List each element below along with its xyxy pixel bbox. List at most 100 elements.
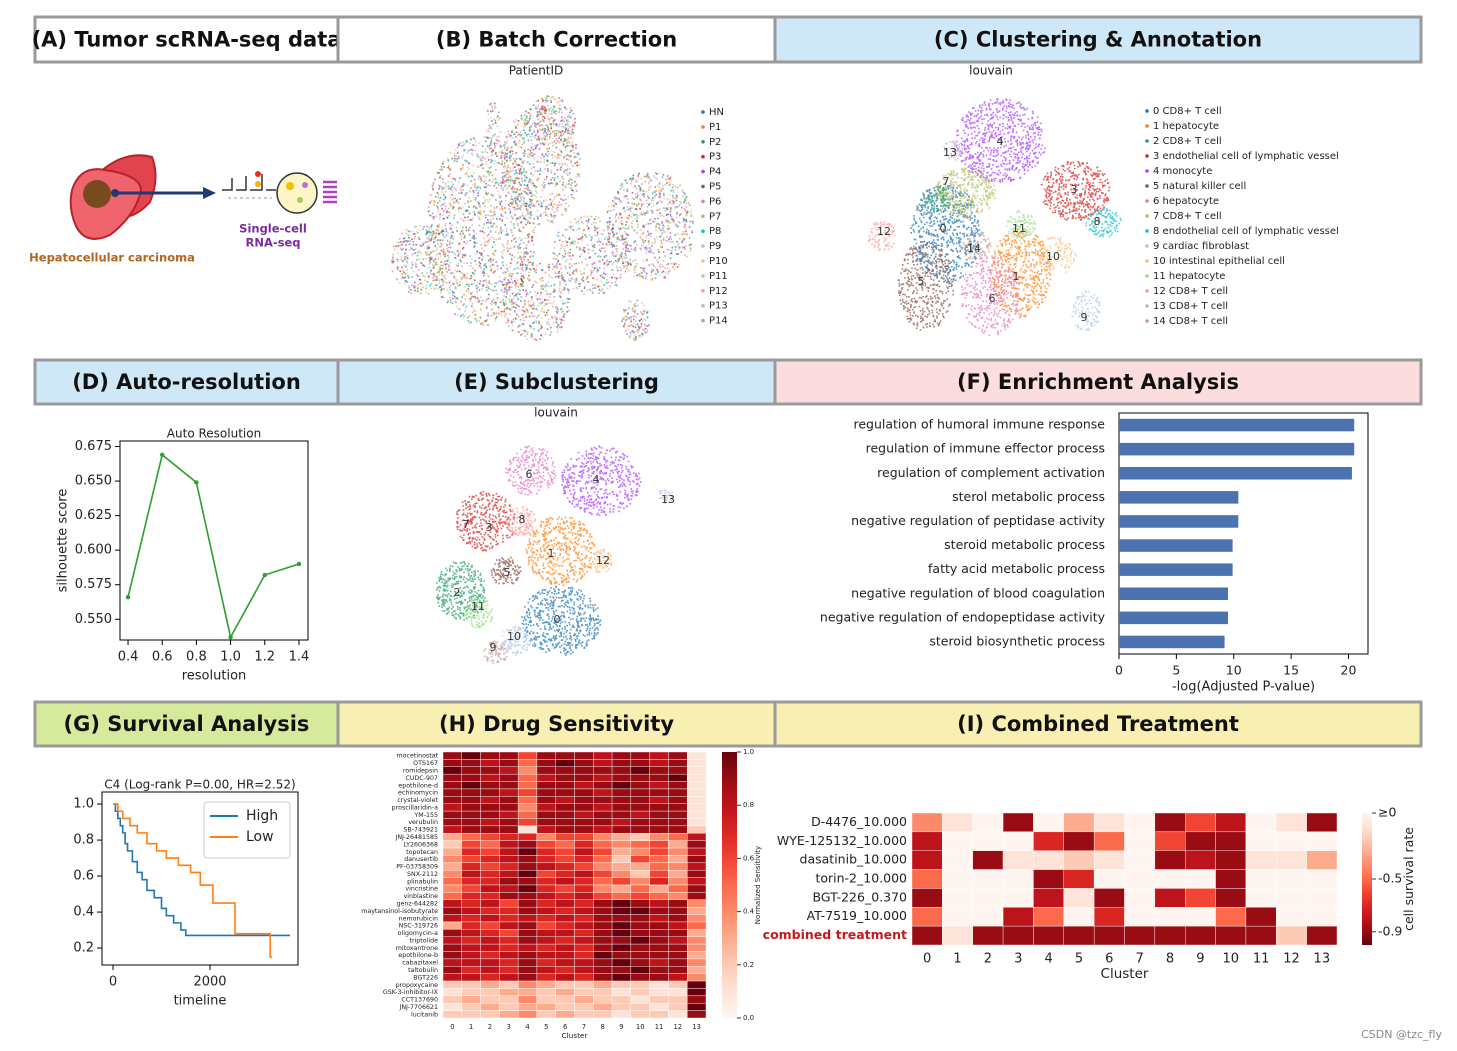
heatmap-cell bbox=[593, 855, 613, 864]
row-label: propoxycaine bbox=[396, 982, 438, 989]
heatmap-cell bbox=[630, 1010, 650, 1019]
heatmap-cell bbox=[442, 914, 462, 923]
col-label: 2 bbox=[488, 1023, 492, 1031]
heatmap-cell bbox=[517, 840, 538, 849]
heatmap-cell bbox=[593, 943, 613, 952]
heatmap-cell bbox=[611, 914, 632, 923]
cluster-label: 13 bbox=[661, 493, 675, 506]
row-label: OTS167 bbox=[413, 760, 438, 767]
cell bbox=[276, 172, 318, 214]
heatmap-cell bbox=[555, 921, 575, 930]
heatmap-cell bbox=[1185, 907, 1216, 927]
heatmap-cell bbox=[461, 810, 481, 819]
heatmap-cell bbox=[1124, 925, 1156, 946]
legend-label: P12 bbox=[709, 286, 728, 297]
heatmap-cell bbox=[630, 884, 650, 893]
heatmap-cell bbox=[1063, 850, 1095, 870]
plot-frame bbox=[119, 440, 309, 641]
heatmap-cell bbox=[593, 840, 613, 849]
heatmap-cell bbox=[461, 759, 481, 767]
heatmap-cell bbox=[574, 855, 594, 864]
heatmap-cell bbox=[668, 929, 688, 937]
heatmap-cell bbox=[1002, 850, 1034, 870]
heatmap-cell bbox=[555, 759, 575, 767]
heatmap-cell bbox=[1033, 812, 1064, 833]
legend-label: 3 endothelial cell of lymphatic vessel bbox=[1153, 151, 1339, 162]
heatmap-cell bbox=[630, 958, 650, 967]
heatmap-cell bbox=[611, 870, 632, 878]
heatmap-cell bbox=[630, 788, 650, 797]
heatmap-cell bbox=[536, 884, 556, 893]
x-tick-label: 0 bbox=[109, 975, 117, 990]
heatmap-cell bbox=[442, 803, 462, 812]
row-label: BGT226 bbox=[413, 974, 438, 981]
heatmap-cell bbox=[630, 870, 650, 878]
heatmap-cell bbox=[668, 906, 688, 915]
col-label: 7 bbox=[1136, 951, 1144, 966]
heatmap-cell bbox=[536, 995, 556, 1004]
heatmap-cell bbox=[517, 847, 538, 856]
heatmap-cell bbox=[687, 855, 707, 864]
heatmap-cell bbox=[574, 892, 594, 900]
row-label: epothilone-b bbox=[398, 952, 438, 959]
colorbar-tick-label: -0.5 bbox=[1378, 871, 1402, 886]
heatmap-cell bbox=[630, 1003, 650, 1011]
heatmap-cell bbox=[668, 973, 688, 982]
heatmap-cell bbox=[461, 803, 481, 812]
heatmap-cell bbox=[574, 751, 594, 760]
legend-dot bbox=[1145, 289, 1149, 293]
heatmap-cell bbox=[611, 877, 632, 886]
x-tick-label: 1.2 bbox=[254, 650, 275, 665]
heatmap-cell bbox=[1276, 888, 1307, 908]
heatmap-cell bbox=[555, 825, 575, 834]
footer: CSDN @tzc_fly bbox=[1361, 1028, 1442, 1041]
heatmap-cell bbox=[480, 788, 500, 797]
row-label: D-4476_10.000 bbox=[811, 814, 907, 829]
heatmap-cell bbox=[668, 892, 688, 900]
heatmap-cell bbox=[911, 888, 943, 908]
heatmap-cell bbox=[611, 980, 632, 989]
heatmap-cell bbox=[461, 870, 481, 878]
heatmap-cell bbox=[649, 966, 669, 974]
heatmap-cell bbox=[499, 766, 519, 775]
heatmap-cell bbox=[555, 803, 575, 812]
heatmap-cell bbox=[517, 936, 538, 945]
cluster-label: 10 bbox=[507, 630, 521, 643]
col-label: 5 bbox=[1075, 951, 1083, 966]
chart-title: C4 (Log-rank P=0.00, HR=2.52) bbox=[104, 778, 295, 792]
heatmap-cell bbox=[687, 759, 707, 767]
col-label: 1 bbox=[953, 951, 961, 966]
heatmap-cell bbox=[574, 833, 594, 841]
heatmap-cell bbox=[574, 966, 594, 974]
x-axis-label: resolution bbox=[182, 669, 247, 684]
heatmap-cell bbox=[611, 855, 632, 864]
heatmap-cell bbox=[687, 870, 707, 878]
heatmap-cell bbox=[668, 751, 688, 760]
heatmap-cell bbox=[536, 870, 556, 878]
heatmap-cell bbox=[593, 825, 613, 834]
heatmap-cell bbox=[480, 781, 500, 790]
legend-dot bbox=[1145, 109, 1149, 113]
heatmap-cell bbox=[574, 825, 594, 834]
heatmap-cell bbox=[611, 825, 632, 834]
heatmap-cell bbox=[668, 847, 688, 856]
legend-label: P3 bbox=[709, 152, 721, 163]
umap-points bbox=[399, 101, 688, 335]
heatmap-cell bbox=[555, 906, 575, 915]
heatmap-cell bbox=[536, 781, 556, 790]
row-label: PF-03758309 bbox=[396, 864, 438, 871]
y-tick-label: fatty acid metabolic process bbox=[928, 561, 1105, 576]
heatmap-cell bbox=[972, 888, 1004, 908]
heatmap-cell bbox=[499, 1010, 519, 1019]
heatmap-cell bbox=[630, 825, 650, 834]
heatmap-cell bbox=[630, 899, 650, 908]
col-label: 2 bbox=[984, 951, 992, 966]
heatmap-cell bbox=[1093, 831, 1125, 851]
heatmap-cell bbox=[517, 833, 538, 841]
heatmap-cell bbox=[1033, 850, 1064, 870]
heatmap-cell bbox=[480, 759, 500, 767]
heatmap-cell bbox=[649, 847, 669, 856]
heatmap-cell bbox=[1245, 831, 1277, 851]
heatmap-cell bbox=[555, 751, 575, 760]
heatmap-cell bbox=[1033, 831, 1064, 851]
